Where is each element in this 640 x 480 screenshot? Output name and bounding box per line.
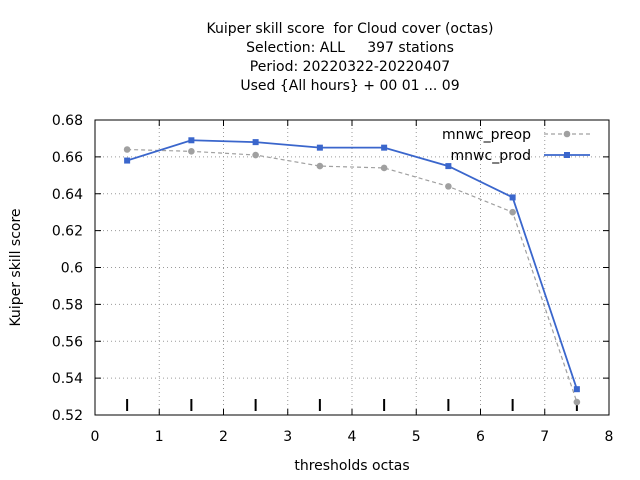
grid-lines: [95, 120, 609, 415]
data-point: [380, 164, 388, 172]
title-line-3: Period: 20220322-20220407: [249, 59, 451, 75]
legend-marker: [564, 152, 570, 158]
data-point: [573, 398, 581, 406]
series-mnwc_preop: [123, 146, 581, 406]
title-line-1: Kuiper skill score for Cloud cover (octa…: [206, 21, 494, 37]
y-tick-label: 0.64: [52, 187, 83, 203]
series-line-mnwc_preop: [127, 148, 578, 403]
legend: mnwc_preop mnwc_prod: [442, 127, 590, 164]
x-tick-label: 0: [91, 429, 100, 445]
y-tick-label: 0.66: [52, 150, 83, 166]
series-group: [123, 137, 581, 406]
x-axis-label: thresholds octas: [294, 458, 409, 474]
legend-label-mnwc_prod: mnwc_prod: [451, 148, 531, 164]
data-point: [445, 163, 452, 170]
data-point: [316, 162, 324, 170]
x-tick-label: 6: [476, 429, 485, 445]
x-tick-label: 8: [605, 429, 614, 445]
chart-title: Kuiper skill score for Cloud cover (octa…: [0, 20, 640, 96]
data-point: [188, 137, 195, 144]
y-tick-label: 0.54: [52, 371, 83, 387]
data-point: [509, 208, 516, 216]
legend-marker: [563, 130, 571, 138]
x-tick-label: 4: [348, 429, 357, 445]
x-tick-label: 2: [219, 429, 228, 445]
data-point: [316, 144, 323, 151]
y-tick-label: 0.56: [52, 334, 83, 350]
y-tick-label: 0.6: [61, 261, 83, 277]
data-point: [252, 151, 259, 159]
y-tick-label: 0.58: [52, 297, 83, 313]
data-point: [124, 157, 131, 164]
data-point: [123, 146, 131, 153]
series-mnwc_prod: [124, 137, 580, 393]
title-line-4: Used {All hours} + 00 01 ... 09: [240, 78, 460, 94]
tick-labels: 0 1 2 3 4 5 6 7 8 0.52 0.54 0.56 0.58 0.6 0.62 0.64 0.66…: [52, 113, 614, 445]
x-tick-label: 7: [540, 429, 549, 445]
y-axis-label: Kuiper skill score: [8, 208, 24, 326]
plot-frame: [94, 119, 610, 416]
data-point: [252, 139, 259, 146]
x-tick-label: 1: [155, 429, 164, 445]
data-point: [445, 183, 452, 190]
y-tick-label: 0.68: [52, 113, 83, 129]
series-line-mnwc_prod: [126, 139, 578, 390]
x-tick-label: 5: [412, 429, 421, 445]
data-point: [381, 144, 388, 151]
title-line-2: Selection: ALL 397 stations: [246, 40, 454, 56]
data-point: [509, 194, 516, 201]
y-tick-label: 0.52: [52, 408, 83, 424]
data-point: [188, 148, 195, 155]
legend-label-mnwc_preop: mnwc_preop: [442, 127, 531, 143]
data-point: [573, 386, 580, 393]
y-tick-label: 0.62: [52, 224, 83, 240]
x-tick-label: 3: [283, 429, 292, 445]
